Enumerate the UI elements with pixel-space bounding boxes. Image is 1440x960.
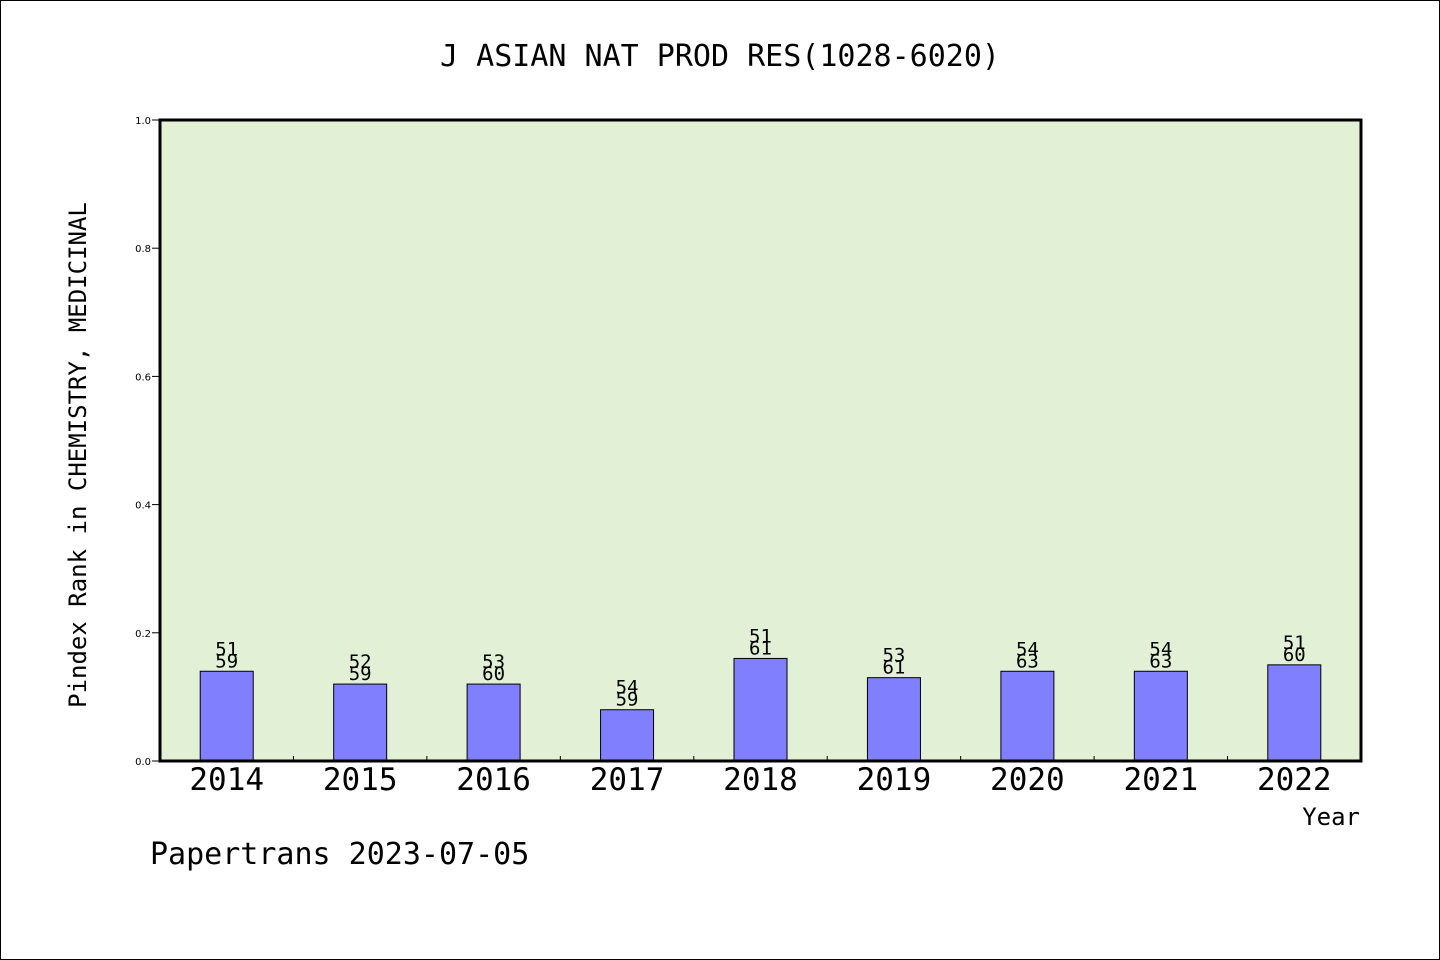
bar-label-bottom: 60: [482, 663, 505, 685]
x-axis-label: Year: [1302, 803, 1360, 831]
y-axis-label: Pindex Rank in CHEMISTRY, MEDICINAL: [64, 202, 92, 708]
bar: [733, 657, 788, 762]
plot-area: [160, 120, 1361, 761]
bar-label-bottom: 59: [616, 689, 639, 711]
y-tick-label: 0.4: [135, 501, 151, 512]
x-tick-label: 2020: [990, 762, 1065, 798]
y-tick-label: 0.6: [135, 372, 151, 383]
bar-label-top: 53: [482, 651, 505, 673]
bar-label-bottom: 60: [1283, 644, 1306, 666]
bar-label-bottom: 63: [1149, 650, 1172, 672]
bar-label-top: 54: [616, 677, 639, 699]
bar-label-bottom: 61: [882, 657, 905, 679]
bar-label-top: 51: [749, 625, 772, 647]
bar-label-top: 53: [882, 645, 905, 667]
bar-label-bottom: 59: [349, 663, 372, 685]
bar: [866, 677, 921, 762]
bar-label-top: 51: [215, 638, 238, 660]
bar-label-top: 52: [349, 651, 372, 673]
bar: [333, 683, 388, 762]
y-tick-label: 0.8: [135, 244, 151, 255]
source-footer: Papertrans 2023-07-05: [150, 837, 529, 872]
bar: [600, 709, 655, 762]
y-tick-label: 0.0: [135, 757, 151, 768]
bar: [199, 670, 254, 762]
chart-title: J ASIAN NAT PROD RES(1028-6020): [440, 39, 1000, 74]
bar-label-bottom: 63: [1016, 650, 1039, 672]
bar-label-top: 51: [1283, 632, 1306, 654]
x-tick-label: 2022: [1257, 762, 1332, 798]
bar: [466, 683, 521, 762]
x-tick-label: 2018: [723, 762, 798, 798]
y-axis: 0.0 0.2 0.4 0.6 0.8 1.0: [135, 116, 160, 768]
y-tick-label: 1.0: [135, 116, 151, 127]
x-tick-label: 2016: [456, 762, 531, 798]
x-tick-label: 2017: [590, 762, 665, 798]
y-tick-label: 0.2: [135, 629, 151, 640]
bar-label-top: 54: [1149, 638, 1172, 660]
bar-label-top: 54: [1016, 638, 1039, 660]
x-axis: 2014 2015 2016 2017 2018 2019 2020 2021 2022: [189, 756, 1332, 798]
bar-label-bottom: 59: [215, 650, 238, 672]
bar-label-bottom: 61: [749, 637, 772, 659]
x-tick-label: 2019: [857, 762, 932, 798]
x-tick-label: 2021: [1124, 762, 1199, 798]
bar: [1267, 664, 1322, 762]
x-tick-label: 2015: [323, 762, 398, 798]
plot-border: [158, 118, 1363, 763]
x-tick-label: 2014: [189, 762, 264, 798]
bar: [1133, 670, 1188, 762]
bar: [1000, 670, 1055, 762]
